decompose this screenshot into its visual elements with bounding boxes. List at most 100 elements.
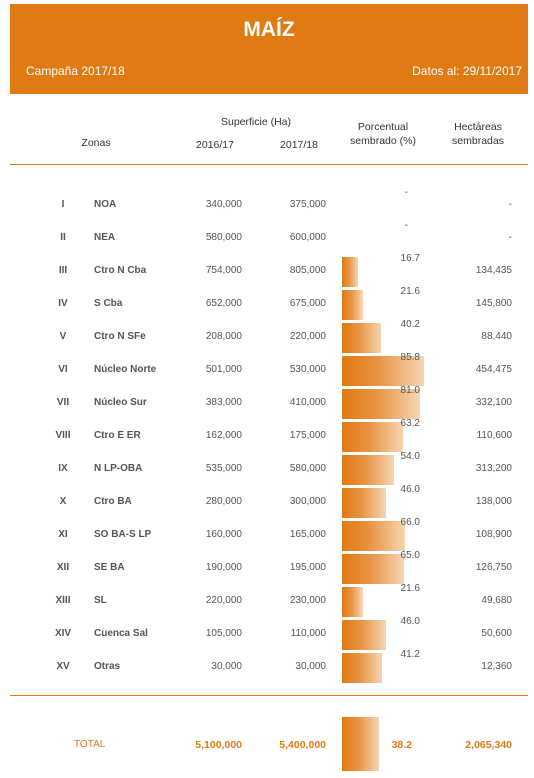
row-pct-bar <box>342 389 420 419</box>
row-hectareas: 49,680 <box>481 595 512 606</box>
row-surface-2016-17: 162,000 <box>205 430 242 441</box>
row-hectareas: 138,000 <box>475 496 512 507</box>
row-roman-numeral: X <box>59 496 67 507</box>
row-surface-2016-17: 105,000 <box>205 628 242 639</box>
row-hectareas: - <box>508 199 512 210</box>
row-pct-value: - <box>404 187 408 198</box>
row-pct-value: 63.2 <box>400 418 420 429</box>
row-zone-name: Cuenca Sal <box>94 628 148 639</box>
total-pct-bar <box>342 717 379 771</box>
row-surface-2017-18: 410,000 <box>289 397 326 408</box>
row-hectareas: 110,600 <box>476 430 512 441</box>
row-zone-name: Ctro N Cba <box>94 265 147 276</box>
row-surface-2016-17: 580,000 <box>205 232 242 243</box>
row-zone-name: Ctro N SFe <box>94 331 146 342</box>
row-surface-2017-18: 805,000 <box>289 265 326 276</box>
row-hectareas: 134,435 <box>475 265 512 276</box>
row-zone-name: SL <box>94 595 107 606</box>
row-roman-numeral: III <box>58 265 68 276</box>
row-surface-2016-17: 383,000 <box>205 397 242 408</box>
row-surface-2017-18: 530,000 <box>289 364 326 375</box>
row-hectareas: 454,475 <box>475 364 512 375</box>
row-surface-2016-17: 208,000 <box>205 331 242 342</box>
row-roman-numeral: XIV <box>54 628 72 639</box>
header-divider <box>10 164 528 165</box>
row-roman-numeral: VI <box>58 364 68 375</box>
row-pct-value: 21.6 <box>400 583 420 594</box>
row-pct-bar <box>342 257 358 287</box>
row-hectareas: 126,750 <box>475 562 512 573</box>
row-surface-2016-17: 280,000 <box>205 496 242 507</box>
row-pct-bar <box>342 422 403 452</box>
row-roman-numeral: IV <box>58 298 68 309</box>
row-surface-2017-18: 195,000 <box>289 562 326 573</box>
column-header-hectareas-line1: Hectáreas <box>454 121 502 133</box>
row-pct-value: - <box>404 220 408 231</box>
row-pct-bar <box>342 620 386 650</box>
total-2016-17: 5,100,000 <box>195 739 242 751</box>
row-surface-2017-18: 30,000 <box>295 661 326 672</box>
column-header-superficie: Superficie (Ha) <box>220 116 292 128</box>
row-pct-value: 54.0 <box>400 451 420 462</box>
column-header-porcentual: Porcentual sembrado (%) <box>338 120 428 148</box>
row-zone-name: Ctro E ER <box>94 430 141 441</box>
row-surface-2017-18: 110,000 <box>290 628 326 639</box>
row-zone-name: SE BA <box>94 562 125 573</box>
page-title: MAÍZ <box>243 18 295 41</box>
data-date-label: Datos al: 29/11/2017 <box>412 64 522 78</box>
row-surface-2016-17: 160,000 <box>205 529 242 540</box>
row-pct-bar <box>342 554 404 584</box>
row-zone-name: SO BA-S LP <box>94 529 152 540</box>
row-pct-value: 66.0 <box>400 517 420 528</box>
row-roman-numeral: XII <box>56 562 70 573</box>
total-label: TOTAL <box>74 739 106 750</box>
row-surface-2017-18: 600,000 <box>289 232 326 243</box>
row-zone-name: Núcleo Sur <box>94 397 147 408</box>
row-pct-value: 46.0 <box>400 484 420 495</box>
row-pct-value: 65.0 <box>400 550 420 561</box>
row-pct-bar <box>342 587 363 617</box>
row-surface-2016-17: 340,000 <box>205 199 242 210</box>
row-zone-name: N LP-OBA <box>94 463 143 474</box>
row-surface-2017-18: 230,000 <box>289 595 326 606</box>
campaign-label: Campaña 2017/18 <box>26 64 125 78</box>
row-pct-bar <box>342 455 394 485</box>
row-pct-bar <box>342 323 381 353</box>
row-hectareas: 145,800 <box>475 298 512 309</box>
column-header-2017-18: 2017/18 <box>280 139 318 151</box>
row-hectareas: 50,600 <box>481 628 512 639</box>
row-pct-value: 16.7 <box>400 253 420 264</box>
total-divider <box>10 695 528 696</box>
row-zone-name: S Cba <box>94 298 123 309</box>
row-pct-bar <box>342 653 382 683</box>
row-zone-name: NOA <box>94 199 117 210</box>
column-header-hectareas: Hectáreas sembradas <box>438 120 518 148</box>
row-roman-numeral: XI <box>58 529 68 540</box>
row-surface-2016-17: 535,000 <box>205 463 242 474</box>
row-hectareas: 332,100 <box>475 397 512 408</box>
row-zone-name: Otras <box>94 661 121 672</box>
row-surface-2016-17: 220,000 <box>205 595 242 606</box>
row-roman-numeral: VIII <box>55 430 71 441</box>
row-pct-bar <box>342 521 405 551</box>
row-pct-value: 40.2 <box>400 319 420 330</box>
row-roman-numeral: VII <box>56 397 70 408</box>
row-surface-2017-18: 165,000 <box>289 529 326 540</box>
row-hectareas: 88,440 <box>481 331 512 342</box>
row-roman-numeral: II <box>60 232 66 243</box>
row-hectareas: 108,900 <box>475 529 512 540</box>
header-banner: MAÍZ Campaña 2017/18 Datos al: 29/11/201… <box>10 4 528 94</box>
row-surface-2017-18: 175,000 <box>289 430 326 441</box>
column-header-zonas: Zonas <box>81 137 111 149</box>
row-hectareas: 12,360 <box>481 661 512 672</box>
row-pct-bar <box>342 290 363 320</box>
total-pct-value: 38.2 <box>391 739 412 751</box>
row-surface-2017-18: 375,000 <box>289 199 326 210</box>
row-roman-numeral: IX <box>58 463 68 474</box>
row-pct-bar <box>342 488 386 518</box>
row-zone-name: Ctro BA <box>94 496 132 507</box>
row-roman-numeral: XIII <box>55 595 71 606</box>
column-header-hectareas-line2: sembradas <box>452 135 504 147</box>
total-hectareas: 2,065,340 <box>465 739 512 751</box>
row-pct-value: 21.6 <box>400 286 420 297</box>
